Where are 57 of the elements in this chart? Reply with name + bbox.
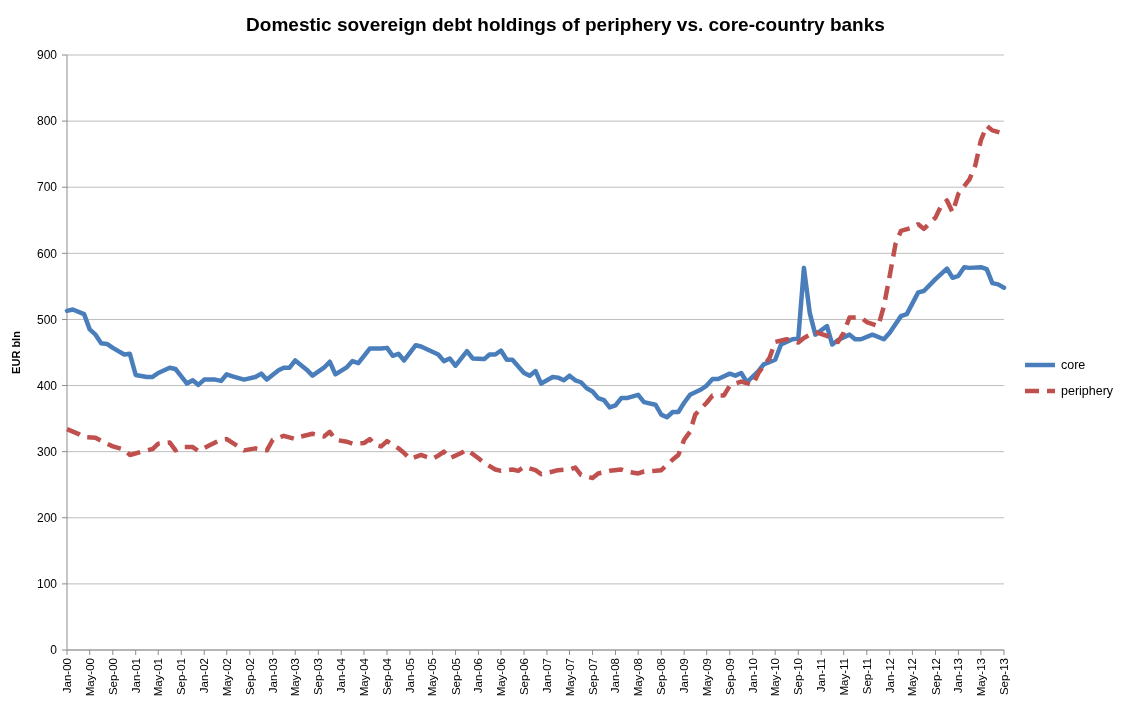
legend-label: core <box>1061 358 1086 373</box>
x-tick-label: Sep-00 <box>106 658 119 696</box>
y-tick-label: 400 <box>36 378 58 393</box>
y-tick-label: 300 <box>36 444 58 459</box>
x-tick-label: Jan-11 <box>815 658 828 693</box>
x-tick-label: Sep-05 <box>449 658 462 696</box>
x-tick-label: Jan-05 <box>403 658 416 694</box>
x-tick-label: May-05 <box>426 658 439 697</box>
y-tick-label: 800 <box>36 114 58 129</box>
x-tick-label: Jan-02 <box>198 658 211 694</box>
x-tick-label: Sep-04 <box>381 657 394 696</box>
x-tick-label: May-08 <box>632 658 645 697</box>
x-tick-label: Sep-10 <box>792 658 805 696</box>
y-tick-label: 600 <box>36 246 58 261</box>
x-tick-label: Sep-02 <box>243 658 256 696</box>
x-tick-label: May-02 <box>220 658 233 697</box>
legend-label: periphery <box>1061 384 1114 399</box>
x-tick-label: May-12 <box>906 658 919 697</box>
x-tick-label: May-13 <box>974 658 987 697</box>
x-tick-label: May-10 <box>769 658 782 697</box>
x-tick-label: Sep-13 <box>998 658 1011 696</box>
y-tick-label: 100 <box>36 577 58 592</box>
x-tick-label: Jan-07 <box>540 658 553 694</box>
y-tick-label: 0 <box>50 643 58 658</box>
x-tick-label: Jan-09 <box>678 658 691 694</box>
y-tick-label: 900 <box>36 48 58 63</box>
x-tick-label: May-09 <box>700 658 713 697</box>
x-tick-label: Sep-12 <box>929 658 942 696</box>
x-tick-label: Sep-03 <box>312 658 325 696</box>
x-tick-label: Jan-06 <box>472 658 485 694</box>
y-tick-label: 700 <box>36 180 58 195</box>
x-tick-label: Jan-13 <box>952 658 965 694</box>
x-tick-label: Jan-08 <box>609 658 622 694</box>
x-tick-label: Jan-01 <box>129 658 142 694</box>
x-tick-label: May-04 <box>357 657 370 697</box>
y-tick-label: 500 <box>36 312 58 327</box>
x-tick-label: May-07 <box>563 658 576 697</box>
y-tick-label: 200 <box>36 510 58 525</box>
x-tick-label: May-01 <box>152 658 165 697</box>
x-tick-label: Sep-01 <box>175 658 188 696</box>
x-tick-label: Jan-00 <box>61 658 74 694</box>
line-series <box>64 264 1007 420</box>
x-tick-label: May-00 <box>83 658 96 697</box>
x-tick-label: May-11 <box>837 658 850 696</box>
x-tick-label: May-06 <box>494 658 507 697</box>
x-tick-label: Jan-12 <box>883 658 896 694</box>
x-tick-label: Sep-07 <box>586 658 599 696</box>
x-tick-label: Jan-04 <box>335 657 348 694</box>
x-tick-label: Sep-11 <box>860 658 873 695</box>
x-tick-label: May-03 <box>289 658 302 697</box>
x-tick-label: Sep-06 <box>518 658 531 696</box>
x-tick-label: Jan-03 <box>266 658 279 694</box>
x-tick-label: Sep-09 <box>723 658 736 696</box>
y-axis-title: EUR bln <box>10 330 22 374</box>
chart-title: Domestic sovereign debt holdings of periphery vs. core-country banks <box>246 14 885 35</box>
x-tick-label: Jan-10 <box>746 658 759 694</box>
x-tick-label: Sep-08 <box>655 658 668 696</box>
